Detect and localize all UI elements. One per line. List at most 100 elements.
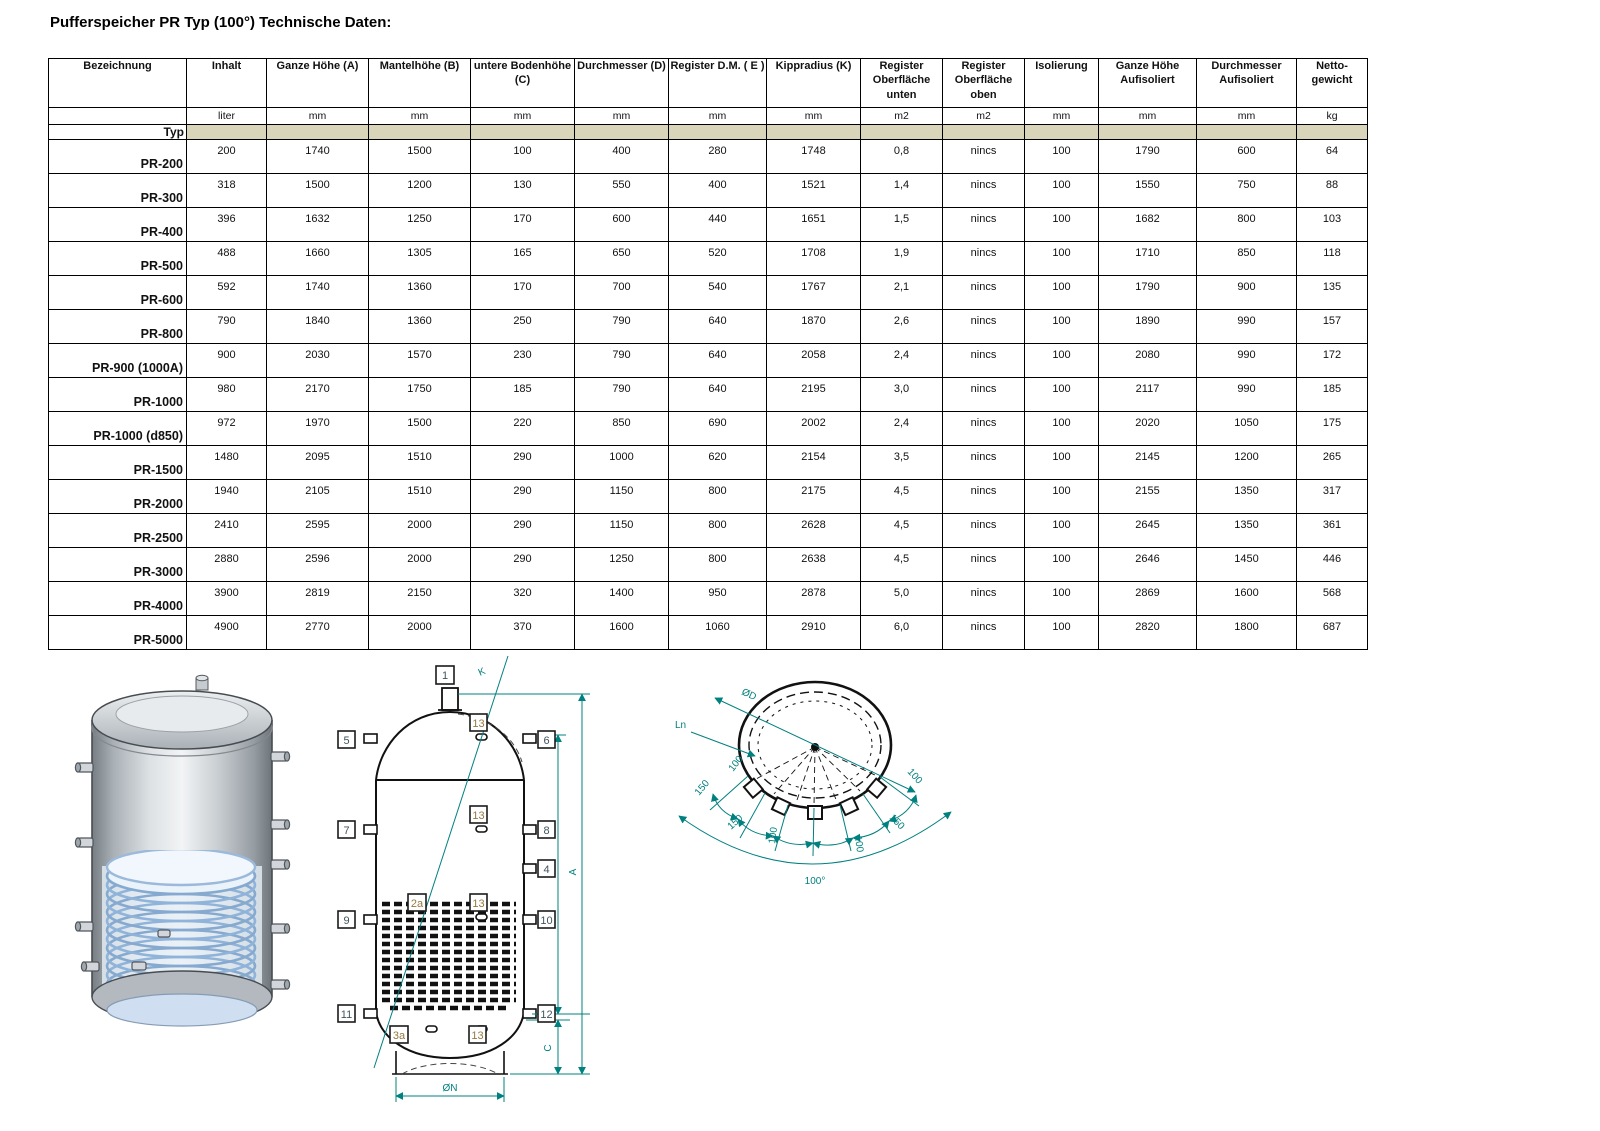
svg-text:6: 6 xyxy=(543,735,549,747)
total-angle-arc xyxy=(678,811,952,865)
cell-value: 2170 xyxy=(266,377,369,412)
cell-value: 0,8 xyxy=(860,139,943,174)
row-label: PR-4000 xyxy=(48,581,187,616)
cell-value: 100 xyxy=(1024,479,1099,514)
cell-value: 1360 xyxy=(368,275,471,310)
cell-value: 800 xyxy=(1196,207,1297,242)
cell-value: 172 xyxy=(1296,343,1368,378)
units-row: liter mm mm mm mm mm mm m2 m2 mm mm mm kg xyxy=(48,107,1368,125)
typ-cell xyxy=(1024,124,1099,140)
cell-value: 265 xyxy=(1296,445,1368,480)
callout-3a: 3a xyxy=(389,1025,409,1044)
cell-value: 2645 xyxy=(1098,513,1197,548)
cell-value: 900 xyxy=(1196,275,1297,310)
row-label: PR-1500 xyxy=(48,445,187,480)
dim-label-a: A xyxy=(568,868,579,875)
tank-outline xyxy=(375,687,525,1075)
cell-value: 1510 xyxy=(368,479,471,514)
cell-value: 488 xyxy=(186,241,267,276)
cell-value: nincs xyxy=(942,343,1025,378)
cell-value: 1305 xyxy=(368,241,471,276)
cell-value: 396 xyxy=(186,207,267,242)
side-view-drawing: K A B C ØN 1 5 7 9 11 6 8 4 10 12 13 13 … xyxy=(330,650,610,1120)
svg-text:13: 13 xyxy=(471,1030,483,1042)
cell-value: 2020 xyxy=(1098,411,1197,446)
cell-value: 2154 xyxy=(766,445,861,480)
cell-value: 2030 xyxy=(266,343,369,378)
typ-label: Typ xyxy=(48,124,187,140)
typ-cell xyxy=(368,124,471,140)
cell-value: 1550 xyxy=(1098,173,1197,208)
cell-value: 4,5 xyxy=(860,479,943,514)
column-header: untere Bodenhöhe (C) xyxy=(470,58,575,108)
cell-value: 2628 xyxy=(766,513,861,548)
cell-value: 700 xyxy=(574,275,669,310)
column-header: Netto- gewicht xyxy=(1296,58,1368,108)
cell-value: 1632 xyxy=(266,207,369,242)
dim-label-ln: Ln xyxy=(675,720,686,731)
svg-text:13: 13 xyxy=(472,898,484,910)
svg-text:8: 8 xyxy=(543,825,549,837)
coil-hatch xyxy=(382,901,516,1011)
table-head: Bezeichnung Inhalt Ganze Höhe (A) Mantelhöh… xyxy=(48,58,1368,140)
cell-value: 650 xyxy=(574,241,669,276)
cell-value: 1150 xyxy=(574,479,669,514)
header-row: Bezeichnung Inhalt Ganze Höhe (A) Mantelhöh… xyxy=(48,58,1368,108)
cell-value: 1800 xyxy=(1196,615,1297,650)
cell-value: 361 xyxy=(1296,513,1368,548)
cell-value: 2145 xyxy=(1098,445,1197,480)
cell-value: 220 xyxy=(470,411,575,446)
cell-value: 1740 xyxy=(266,275,369,310)
cell-value: 100 xyxy=(1024,547,1099,582)
cell-value: 1682 xyxy=(1098,207,1197,242)
cell-value: 165 xyxy=(470,241,575,276)
typ-cell xyxy=(668,124,767,140)
cell-value: 1000 xyxy=(574,445,669,480)
cell-value: 280 xyxy=(668,139,767,174)
typ-cell xyxy=(860,124,943,140)
cell-value: 1970 xyxy=(266,411,369,446)
svg-text:10: 10 xyxy=(540,915,552,927)
unit-cell: mm xyxy=(766,107,861,125)
cell-value: 100 xyxy=(1024,581,1099,616)
dim-label-c: C xyxy=(543,1044,554,1051)
cell-value: 1600 xyxy=(574,615,669,650)
callout-13a: 13 xyxy=(469,713,488,732)
row-label: PR-800 xyxy=(48,309,187,344)
tank-3d-illustration xyxy=(72,662,297,1037)
page-title: Pufferspeicher PR Typ (100°) Technische … xyxy=(50,14,392,31)
diameter-line xyxy=(714,697,916,793)
row-label: PR-500 xyxy=(48,241,187,276)
cell-value: 1767 xyxy=(766,275,861,310)
cell-value: 690 xyxy=(668,411,767,446)
svg-text:4: 4 xyxy=(543,864,549,876)
cell-value: 790 xyxy=(574,377,669,412)
cell-value: 1870 xyxy=(766,309,861,344)
cell-value: 1708 xyxy=(766,241,861,276)
cell-value: 600 xyxy=(1196,139,1297,174)
top-view-svg: ØD Ln xyxy=(675,680,952,887)
cell-value: 1740 xyxy=(266,139,369,174)
segment-label: 100 xyxy=(767,826,780,844)
callout-4: 4 xyxy=(537,859,556,878)
cell-value: 135 xyxy=(1296,275,1368,310)
column-header: Register D.M. ( E ) xyxy=(668,58,767,108)
callout-10: 10 xyxy=(537,910,556,929)
cell-value: nincs xyxy=(942,513,1025,548)
cell-value: 1510 xyxy=(368,445,471,480)
cell-value: 185 xyxy=(470,377,575,412)
unit-cell: kg xyxy=(1296,107,1368,125)
cell-value: 1600 xyxy=(1196,581,1297,616)
cell-value: 1651 xyxy=(766,207,861,242)
cell-value: 1360 xyxy=(368,309,471,344)
cell-value: 2,4 xyxy=(860,343,943,378)
segment-label: 100 xyxy=(905,767,925,787)
cell-value: 2596 xyxy=(266,547,369,582)
callout-1: 1 xyxy=(435,665,455,685)
cell-value: 320 xyxy=(470,581,575,616)
cell-value: 1500 xyxy=(266,173,369,208)
cell-value: 990 xyxy=(1196,343,1297,378)
cell-value: 2058 xyxy=(766,343,861,378)
typ-row: Typ xyxy=(48,124,1368,140)
